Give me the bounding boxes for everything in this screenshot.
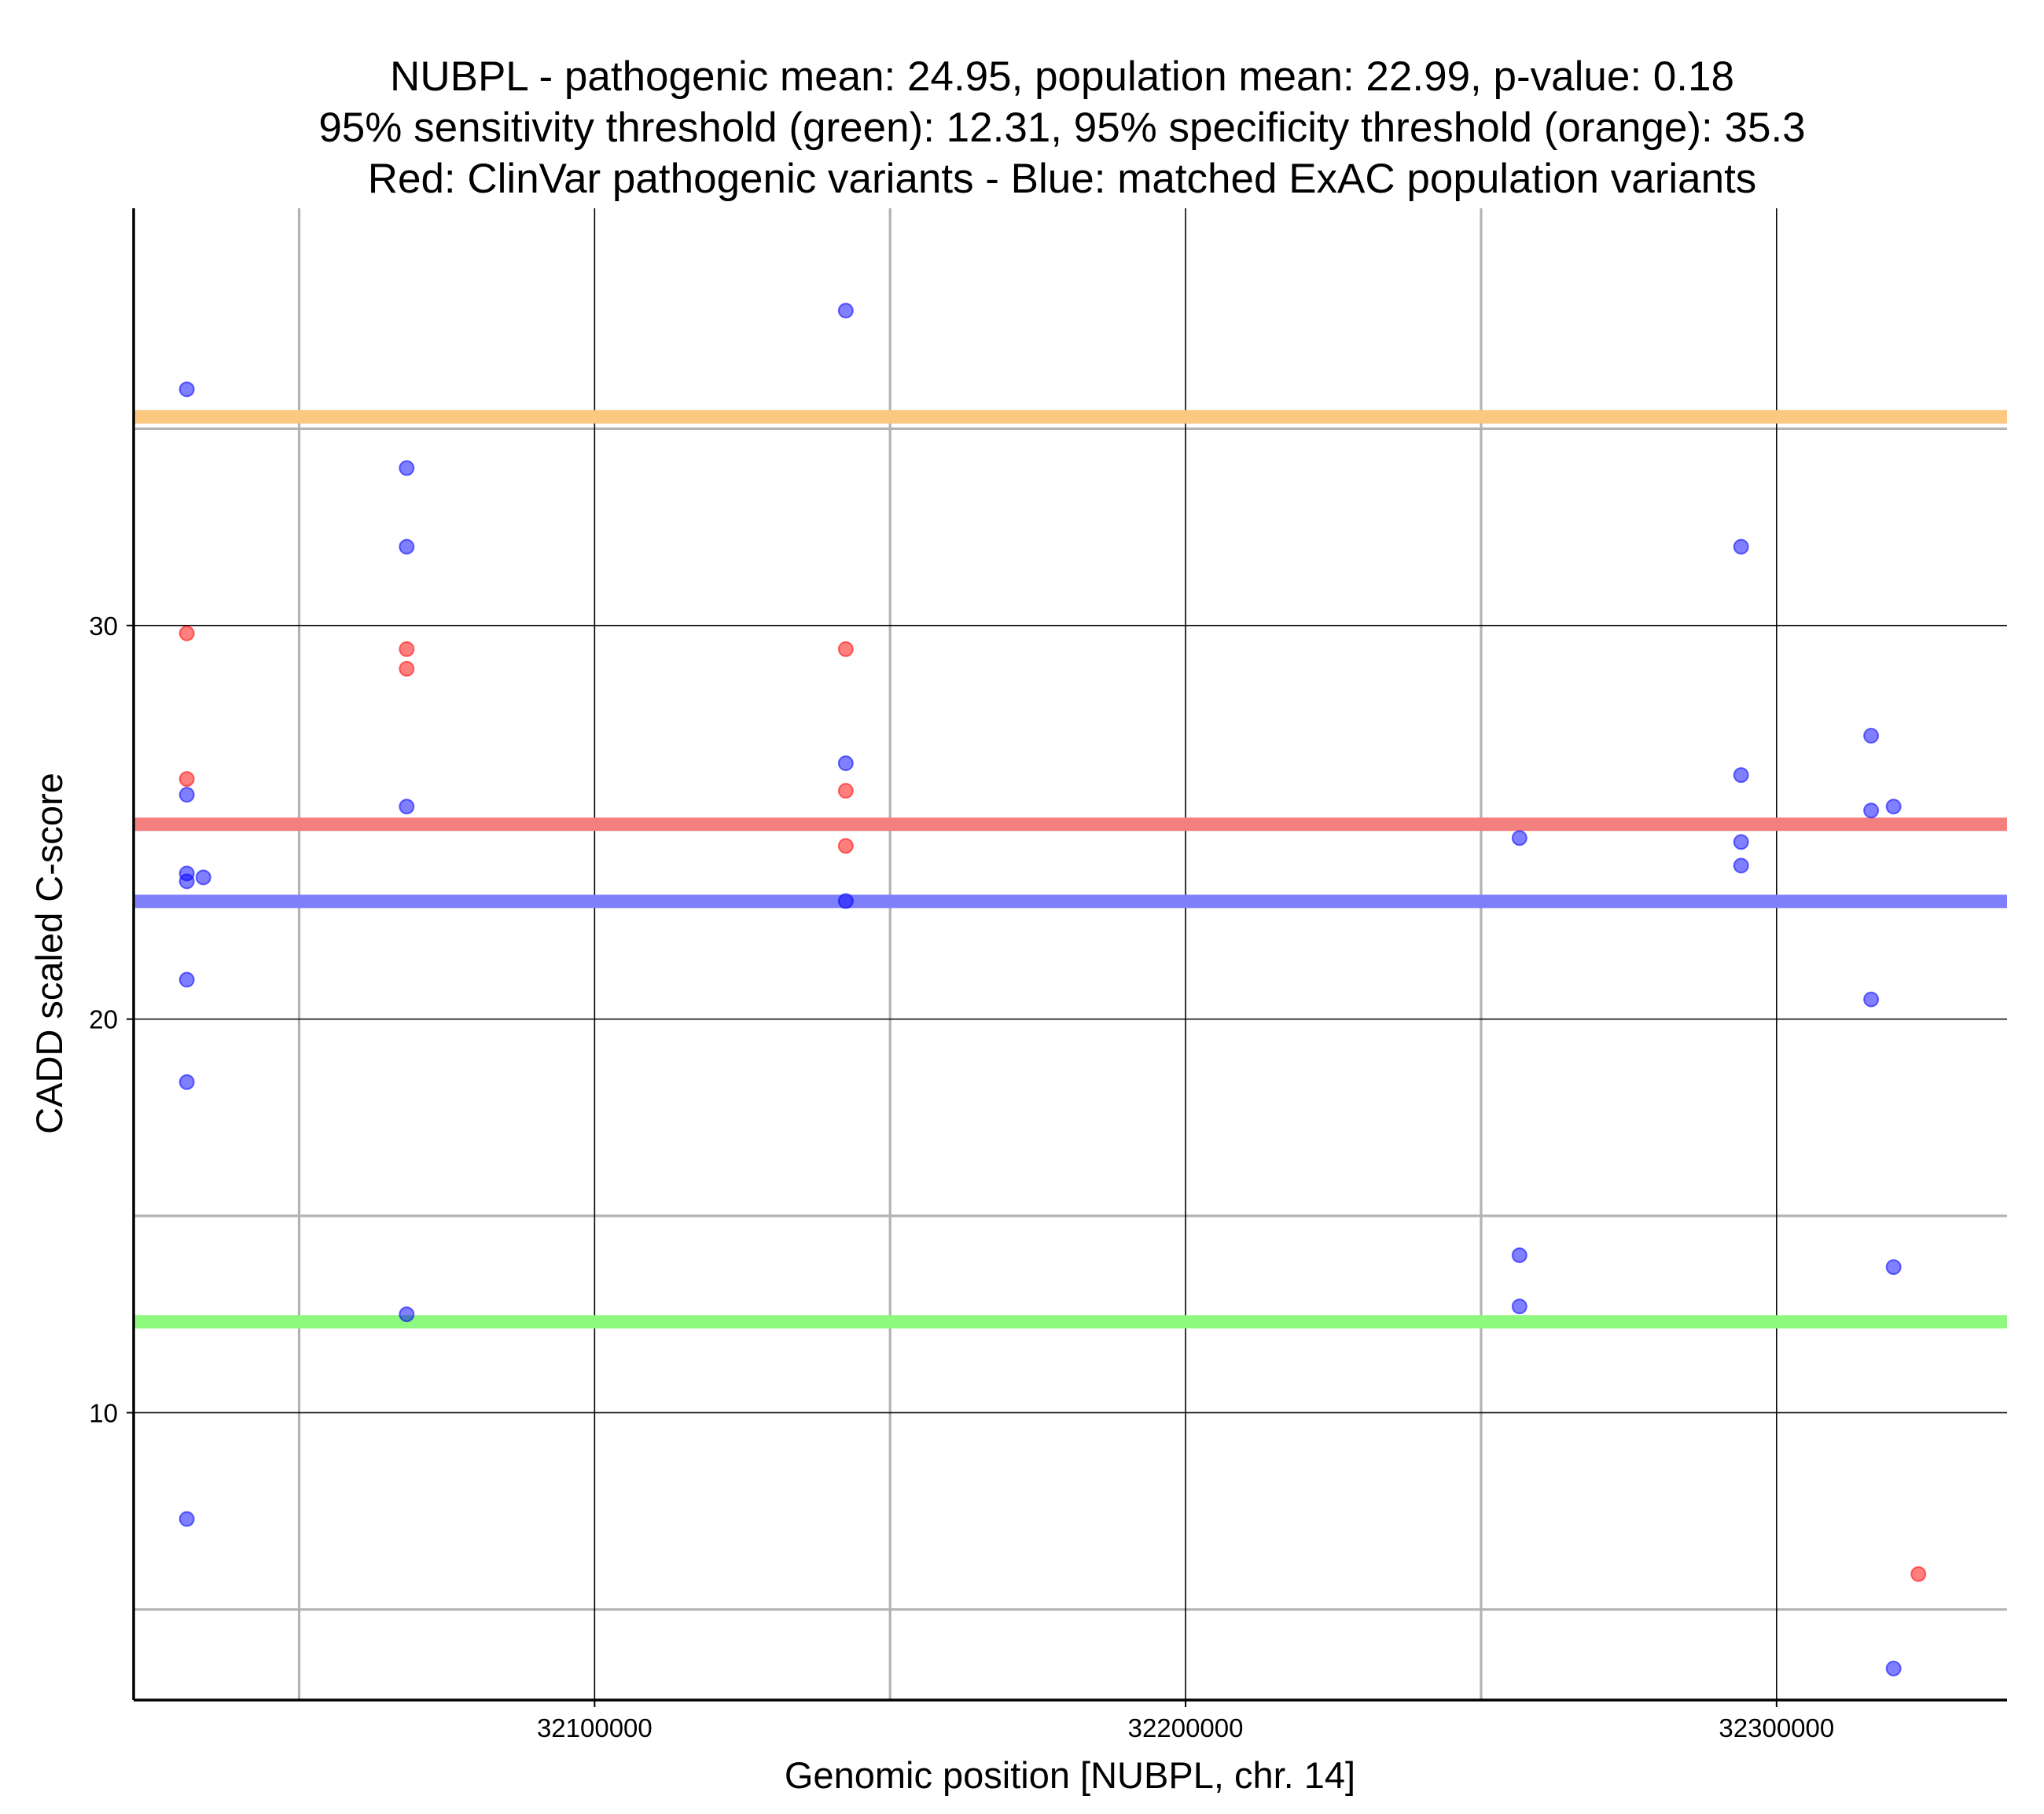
population-point-15 <box>1511 830 1527 846</box>
population-point-23 <box>1863 802 1880 819</box>
title-line-2: 95% sensitivity threshold (green): 12.31… <box>318 105 1805 151</box>
population-point-8 <box>399 460 415 476</box>
pathogenic-point-1 <box>178 771 195 788</box>
population-point-17 <box>1511 1298 1527 1315</box>
population-point-10 <box>399 799 415 815</box>
pathogenic-point-5 <box>837 783 854 799</box>
population-point-20 <box>1733 834 1749 850</box>
chart-title: NUBPL - pathogenic mean: 24.95, populati… <box>318 53 1805 202</box>
population-point-16 <box>1511 1247 1527 1264</box>
population-point-13 <box>837 755 854 772</box>
x-tick-label-1: 32200000 <box>1128 1713 1244 1742</box>
population-point-19 <box>1733 767 1749 784</box>
population-point-3 <box>178 873 195 890</box>
pathogenic-point-0 <box>178 625 195 641</box>
y-tick-label-0: 10 <box>89 1398 118 1427</box>
data-points <box>178 303 1927 1676</box>
grid-lines <box>134 208 2007 1700</box>
population-point-11 <box>399 1306 415 1323</box>
population-point-12 <box>837 303 854 319</box>
population-point-21 <box>1733 857 1749 874</box>
pathogenic-point-2 <box>399 641 415 657</box>
title-line-1: NUBPL - pathogenic mean: 24.95, populati… <box>390 53 1734 100</box>
x-axis-title: Genomic position [NUBPL, chr. 14] <box>785 1754 1355 1796</box>
population-point-9 <box>399 538 415 555</box>
pathogenic-point-4 <box>837 641 854 657</box>
population-point-22 <box>1863 728 1880 744</box>
population-point-18 <box>1733 538 1749 555</box>
population-point-1 <box>178 787 195 803</box>
population-point-27 <box>1885 1660 1902 1676</box>
y-axis-ticks: 10 20 30 <box>89 611 134 1427</box>
reference-lines <box>134 409 2007 1329</box>
population-point-24 <box>1863 991 1880 1008</box>
population-point-6 <box>178 1074 195 1090</box>
population-point-14 <box>837 893 854 909</box>
population-point-25 <box>1885 799 1902 815</box>
pathogenic-point-6 <box>837 838 854 854</box>
y-tick-label-1: 20 <box>89 1005 118 1034</box>
population-point-4 <box>195 869 211 886</box>
x-axis-ticks: 32100000 32200000 32300000 <box>537 1700 1834 1742</box>
pathogenic-point-3 <box>399 660 415 677</box>
population-point-0 <box>178 381 195 398</box>
population-point-7 <box>178 1511 195 1527</box>
pathogenic-point-7 <box>1910 1566 1927 1582</box>
x-tick-label-0: 32100000 <box>537 1713 653 1742</box>
population-point-5 <box>178 971 195 988</box>
y-axis-title: CADD scaled C-score <box>28 773 70 1134</box>
population-point-26 <box>1885 1259 1902 1276</box>
x-tick-label-2: 32300000 <box>1719 1713 1834 1742</box>
title-line-3: Red: ClinVar pathogenic variants - Blue:… <box>368 156 1757 202</box>
y-tick-label-2: 30 <box>89 611 118 641</box>
